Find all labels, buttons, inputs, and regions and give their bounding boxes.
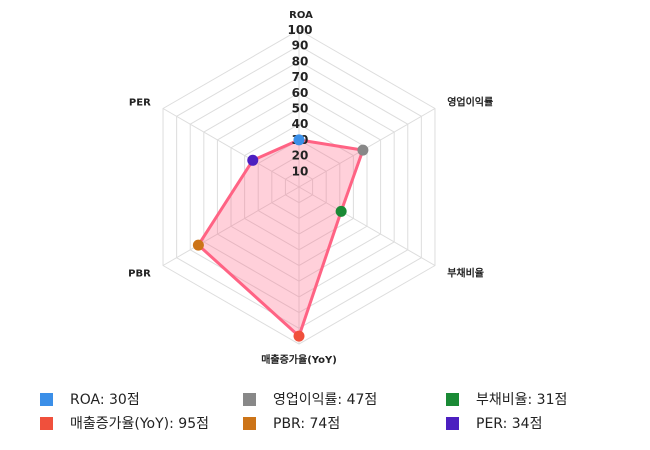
legend-label: PER: 34점 [476, 416, 543, 432]
tick-label: 70 [292, 70, 309, 84]
data-point [293, 134, 305, 146]
legend-swatch [243, 392, 256, 406]
legend-label: 매출증가율(YoY): 95점 [70, 416, 209, 432]
axis-label: 매출증가율(YoY) [261, 353, 337, 366]
legend-item[interactable]: 매출증가율(YoY): 95점 [40, 414, 243, 432]
legend-item[interactable]: 영업이익률: 47점 [243, 390, 446, 408]
tick-label: 90 [292, 39, 309, 53]
legend-swatch [446, 392, 459, 406]
data-point [247, 154, 259, 166]
tick-label: 50 [292, 102, 309, 116]
legend-label: PBR: 74점 [273, 416, 341, 432]
axis-label: ROA [289, 10, 313, 21]
grid-spoke [162, 108, 300, 188]
radar-chart: 102030405060708090100ROA영업이익률부채비율매출증가율(Y… [128, 10, 493, 366]
data-point [335, 205, 347, 217]
legend: ROA: 30점 영업이익률: 47점 부채비율: 31점 매출증가율(YoY)… [40, 390, 640, 432]
axis-label: 부채비율 [447, 267, 484, 280]
data-area [196, 138, 365, 338]
legend-item[interactable]: PBR: 74점 [243, 414, 446, 432]
grid-spoke [162, 186, 300, 266]
tick-label: 80 [292, 54, 309, 68]
tick-label: 40 [292, 117, 309, 131]
tick-label: 20 [292, 149, 309, 163]
legend-item[interactable]: 부채비율: 31점 [446, 390, 636, 408]
axis-label: PBR [128, 269, 151, 280]
legend-label: ROA: 30점 [70, 392, 140, 408]
tick-label: 100 [287, 23, 312, 37]
data-point [357, 144, 369, 156]
legend-label: 부채비율: 31점 [476, 392, 568, 408]
legend-swatch [40, 392, 53, 406]
grid-spoke [298, 186, 436, 266]
legend-item[interactable]: ROA: 30점 [40, 390, 243, 408]
legend-swatch [243, 416, 256, 430]
data-point [293, 330, 305, 342]
data-point [192, 239, 204, 251]
tick-label: 60 [292, 86, 309, 100]
legend-item[interactable]: PER: 34점 [446, 414, 636, 432]
axis-label: 영업이익률 [447, 95, 493, 108]
legend-swatch [40, 416, 53, 430]
axis-label: PER [129, 97, 151, 108]
tick-label: 10 [292, 164, 309, 178]
legend-label: 영업이익률: 47점 [273, 392, 378, 408]
legend-swatch [446, 416, 459, 430]
